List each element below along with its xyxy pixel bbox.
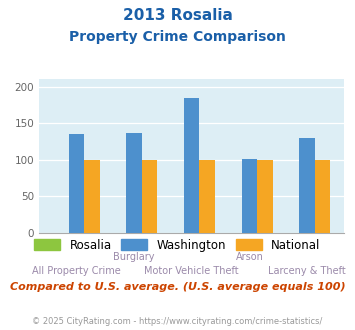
Bar: [242, 159, 257, 233]
Text: Compared to U.S. average. (U.S. average equals 100): Compared to U.S. average. (U.S. average …: [10, 282, 345, 292]
Bar: [315, 160, 331, 233]
Bar: [69, 134, 84, 233]
Text: Larceny & Theft: Larceny & Theft: [268, 266, 346, 276]
Bar: [184, 98, 200, 233]
Text: 2013 Rosalia: 2013 Rosalia: [122, 8, 233, 23]
Text: Property Crime Comparison: Property Crime Comparison: [69, 30, 286, 44]
Text: Arson: Arson: [235, 252, 263, 262]
Text: All Property Crime: All Property Crime: [32, 266, 121, 276]
Bar: [257, 160, 273, 233]
Bar: [200, 160, 215, 233]
Text: Burglary: Burglary: [113, 252, 155, 262]
Text: © 2025 CityRating.com - https://www.cityrating.com/crime-statistics/: © 2025 CityRating.com - https://www.city…: [32, 317, 323, 326]
Bar: [142, 160, 157, 233]
Bar: [299, 138, 315, 233]
Text: Motor Vehicle Theft: Motor Vehicle Theft: [144, 266, 239, 276]
Bar: [126, 133, 142, 233]
Bar: [84, 160, 100, 233]
Legend: Rosalia, Washington, National: Rosalia, Washington, National: [30, 234, 325, 256]
